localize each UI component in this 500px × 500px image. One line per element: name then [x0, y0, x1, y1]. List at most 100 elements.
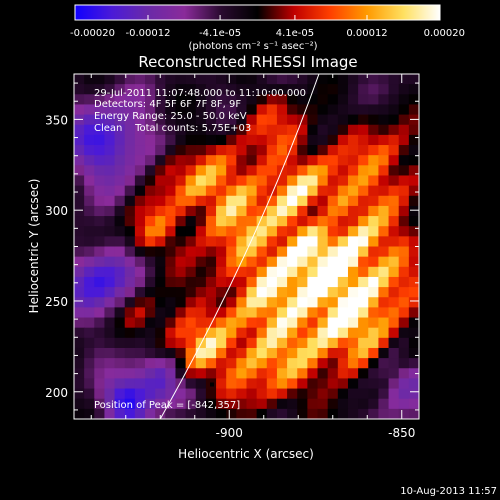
- heatmap-cell: [185, 276, 197, 288]
- heatmap-cell: [276, 276, 288, 288]
- heatmap-cell: [185, 236, 197, 248]
- heatmap-cell: [347, 378, 359, 390]
- heatmap-cell: [195, 205, 207, 217]
- heatmap-cell: [266, 276, 278, 288]
- heatmap-cell: [145, 155, 156, 166]
- heatmap-cell: [124, 145, 136, 156]
- heatmap-cell: [84, 124, 95, 136]
- heatmap-cell: [337, 287, 349, 298]
- heatmap-cell: [337, 398, 349, 410]
- heatmap-cell: [266, 185, 278, 197]
- heatmap-cell: [195, 378, 207, 390]
- heatmap-cell: [226, 337, 237, 349]
- heatmap-cell: [74, 84, 85, 95]
- heatmap-cell: [84, 388, 95, 400]
- heatmap-cell: [104, 114, 116, 126]
- heatmap-cell: [266, 145, 278, 156]
- heatmap-cell: [74, 337, 85, 349]
- heatmap-cell: [358, 256, 369, 268]
- heatmap-cell: [236, 84, 248, 95]
- heatmap-cell: [114, 408, 126, 419]
- heatmap-cell: [185, 368, 197, 380]
- heatmap-cell: [337, 114, 349, 126]
- heatmap-cell: [155, 327, 166, 339]
- heatmap-cell: [104, 256, 116, 268]
- heatmap-cell: [216, 266, 227, 278]
- heatmap-cell: [114, 347, 126, 359]
- heatmap-cell: [165, 287, 177, 298]
- heatmap-cell: [216, 124, 227, 136]
- heatmap-cell: [256, 104, 268, 116]
- heatmap-cell: [205, 124, 217, 136]
- heatmap-cell: [358, 266, 369, 278]
- heatmap-cell: [94, 246, 106, 258]
- heatmap-cell: [256, 358, 268, 369]
- heatmap-cell: [388, 175, 400, 187]
- heatmap-cell: [317, 236, 329, 248]
- heatmap-cell: [236, 287, 248, 298]
- heatmap-cell: [408, 256, 419, 268]
- heatmap-cell: [175, 84, 187, 95]
- heatmap-cell: [114, 175, 126, 187]
- heatmap-cell: [327, 114, 339, 126]
- heatmap-cell: [205, 185, 217, 197]
- heatmap-cell: [256, 185, 268, 197]
- heatmap-cell: [287, 307, 298, 319]
- heatmap-cell: [84, 195, 95, 207]
- heatmap-cell: [276, 94, 288, 106]
- heatmap-cell: [94, 185, 106, 197]
- heatmap-cell: [124, 337, 136, 349]
- heatmap-cell: [256, 287, 268, 298]
- heatmap-cell: [408, 398, 419, 410]
- heatmap-cell: [368, 165, 380, 177]
- heatmap-cell: [236, 236, 248, 248]
- heatmap-cell: [114, 378, 126, 390]
- heatmap-cell: [134, 388, 146, 400]
- colorbar-tick-label: -0.00020: [70, 28, 115, 39]
- heatmap-cell: [94, 337, 106, 349]
- heatmap-cell: [74, 74, 85, 85]
- heatmap-cell: [327, 287, 339, 298]
- heatmap-cell: [185, 185, 197, 197]
- heatmap-cell: [226, 388, 237, 400]
- heatmap-cell: [155, 145, 166, 156]
- heatmap-cell: [287, 287, 298, 298]
- heatmap-cell: [145, 236, 156, 248]
- heatmap-cell: [287, 297, 298, 308]
- heatmap-cell: [226, 287, 237, 298]
- heatmap-cell: [256, 347, 268, 359]
- colorbar-tick-label: -0.00012: [126, 28, 171, 39]
- heatmap-cell: [145, 185, 156, 197]
- heatmap-cell: [155, 388, 166, 400]
- heatmap-cell: [347, 408, 359, 419]
- heatmap-cell: [287, 185, 298, 197]
- heatmap-cell: [337, 175, 349, 187]
- heatmap-cell: [378, 94, 390, 106]
- heatmap-cell: [175, 276, 187, 288]
- heatmap-cell: [398, 104, 410, 116]
- heatmap-cell: [378, 368, 390, 380]
- heatmap-cell: [256, 368, 268, 380]
- heatmap-cell: [104, 205, 116, 217]
- heatmap-cell: [266, 124, 278, 136]
- heatmap-cell: [195, 327, 207, 339]
- heatmap-cell: [337, 104, 349, 116]
- heatmap-cell: [276, 155, 288, 166]
- heatmap-cell: [216, 226, 227, 237]
- heatmap-cell: [74, 175, 85, 187]
- heatmap-cell: [155, 195, 166, 207]
- heatmap-cell: [205, 408, 217, 419]
- heatmap-cell: [216, 287, 227, 298]
- heatmap-cell: [94, 388, 106, 400]
- heatmap-cell: [347, 216, 359, 227]
- heatmap-cell: [246, 145, 258, 156]
- heatmap-cell: [287, 134, 298, 146]
- heatmap-cell: [226, 145, 237, 156]
- heatmap-cell: [236, 266, 248, 278]
- heatmap-cell: [195, 165, 207, 177]
- heatmap-cell: [84, 297, 95, 308]
- heatmap-cell: [276, 246, 288, 258]
- heatmap-cell: [155, 297, 166, 308]
- heatmap-cell: [155, 246, 166, 258]
- plot-area: -900-850-800200250300350: [45, 73, 420, 440]
